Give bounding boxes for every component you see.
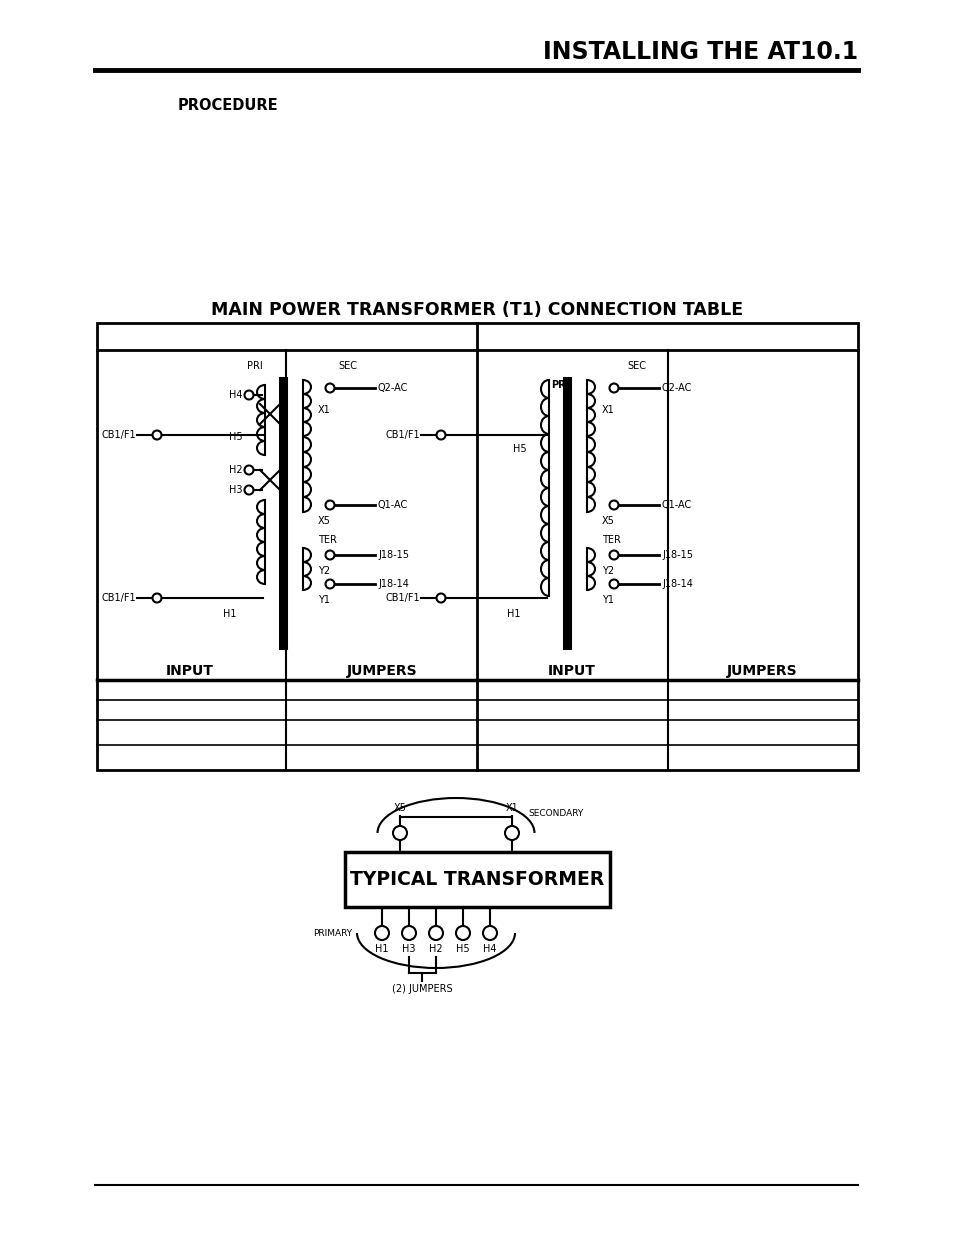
Circle shape — [402, 926, 415, 939]
Circle shape — [245, 467, 253, 474]
Text: INPUT: INPUT — [166, 664, 213, 678]
Text: H2: H2 — [229, 466, 243, 475]
Circle shape — [153, 594, 160, 601]
Text: H1: H1 — [375, 944, 388, 953]
Text: Y1: Y1 — [317, 595, 330, 605]
Circle shape — [430, 926, 442, 939]
Text: X1: X1 — [317, 405, 331, 415]
Text: MAIN POWER TRANSFORMER (T1) CONNECTION TABLE: MAIN POWER TRANSFORMER (T1) CONNECTION T… — [211, 301, 742, 319]
Bar — [97, 324, 857, 769]
Circle shape — [245, 391, 253, 399]
Text: H5: H5 — [513, 445, 526, 454]
Text: Y2: Y2 — [317, 566, 330, 576]
Text: J18-15: J18-15 — [661, 550, 692, 559]
Circle shape — [375, 926, 388, 939]
Text: PRI: PRI — [551, 380, 569, 390]
Text: (2) JUMPERS: (2) JUMPERS — [392, 984, 453, 994]
Text: X1: X1 — [601, 405, 614, 415]
Circle shape — [326, 551, 334, 558]
Text: Q1-AC: Q1-AC — [661, 500, 692, 510]
Text: TYPICAL TRANSFORMER: TYPICAL TRANSFORMER — [350, 869, 604, 889]
Text: H5: H5 — [456, 944, 469, 953]
Text: INPUT: INPUT — [547, 664, 596, 678]
Text: H1: H1 — [223, 609, 236, 619]
Circle shape — [326, 580, 334, 588]
Text: INSTALLING THE AT10.1: INSTALLING THE AT10.1 — [542, 40, 857, 64]
Text: Q2-AC: Q2-AC — [661, 383, 692, 393]
Text: SEC: SEC — [627, 361, 646, 370]
Circle shape — [326, 501, 334, 509]
Text: CB1/F1: CB1/F1 — [101, 430, 136, 440]
Text: J18-14: J18-14 — [661, 579, 692, 589]
Text: JUMPERS: JUMPERS — [726, 664, 797, 678]
Text: Y2: Y2 — [601, 566, 614, 576]
Text: X5: X5 — [601, 516, 615, 526]
Text: H1: H1 — [507, 609, 520, 619]
Text: CB1/F1: CB1/F1 — [385, 593, 419, 603]
Text: SECONDARY: SECONDARY — [527, 809, 582, 819]
Circle shape — [610, 501, 617, 509]
Text: SEC: SEC — [338, 361, 357, 370]
Circle shape — [483, 926, 496, 939]
Circle shape — [153, 431, 160, 438]
Circle shape — [456, 926, 469, 939]
Text: H3: H3 — [402, 944, 416, 953]
Text: H4: H4 — [483, 944, 497, 953]
Text: J18-15: J18-15 — [377, 550, 409, 559]
Circle shape — [610, 551, 617, 558]
Text: PRIMARY: PRIMARY — [313, 929, 352, 937]
Text: Y1: Y1 — [601, 595, 614, 605]
Text: X1: X1 — [505, 803, 517, 813]
Text: J18-14: J18-14 — [377, 579, 409, 589]
Circle shape — [505, 826, 517, 840]
Text: JUMPERS: JUMPERS — [346, 664, 416, 678]
Text: H5: H5 — [229, 432, 243, 442]
Circle shape — [610, 384, 617, 391]
Text: CB1/F1: CB1/F1 — [101, 593, 136, 603]
Circle shape — [610, 580, 617, 588]
Text: Q2-AC: Q2-AC — [377, 383, 408, 393]
Circle shape — [245, 487, 253, 494]
Circle shape — [326, 384, 334, 391]
Text: X5: X5 — [317, 516, 331, 526]
Text: PROCEDURE: PROCEDURE — [178, 99, 278, 114]
Circle shape — [436, 594, 444, 601]
Text: Q1-AC: Q1-AC — [377, 500, 408, 510]
Text: H3: H3 — [230, 485, 243, 495]
Text: TER: TER — [317, 535, 336, 545]
Text: X5: X5 — [394, 803, 406, 813]
Circle shape — [436, 431, 444, 438]
Bar — [345, 852, 609, 906]
Text: H4: H4 — [230, 390, 243, 400]
Text: H2: H2 — [429, 944, 442, 953]
Circle shape — [394, 826, 406, 840]
Text: CB1/F1: CB1/F1 — [385, 430, 419, 440]
Text: TER: TER — [601, 535, 620, 545]
Text: PRI: PRI — [247, 361, 263, 370]
